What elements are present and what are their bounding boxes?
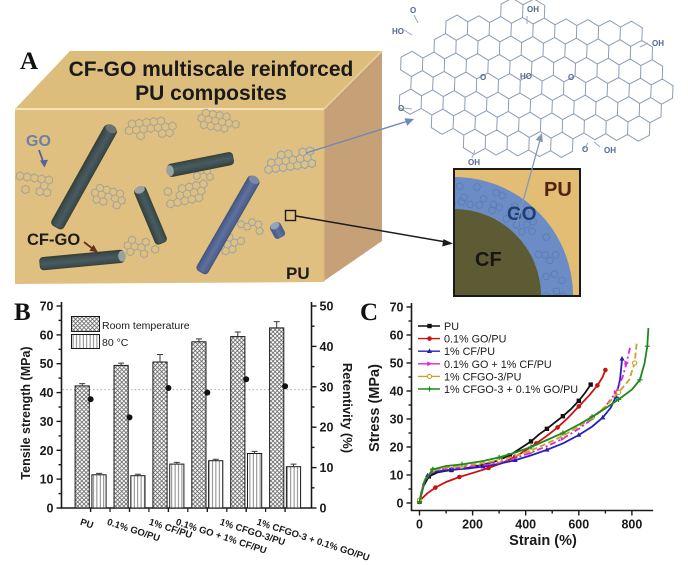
svg-text:0.1% GO + 1% CF/PU: 0.1% GO + 1% CF/PU	[444, 359, 552, 371]
svg-text:20: 20	[390, 441, 404, 455]
svg-text:60: 60	[40, 328, 54, 342]
svg-text:HO: HO	[520, 72, 532, 81]
svg-text:CF-GO multiscale reinforced: CF-GO multiscale reinforced	[69, 58, 354, 81]
svg-text:PU: PU	[79, 517, 95, 532]
svg-text:0.1% GO/PU: 0.1% GO/PU	[444, 334, 506, 346]
svg-text:20: 20	[320, 421, 334, 435]
svg-text:A: A	[20, 48, 38, 75]
svg-text:50: 50	[320, 300, 334, 314]
svg-text:1% CFGO-3 + 0.1% GO/PU: 1% CFGO-3 + 0.1% GO/PU	[444, 384, 578, 396]
svg-text:1% CF/PU: 1% CF/PU	[444, 346, 495, 358]
svg-text:OH: OH	[604, 146, 616, 155]
svg-text:50: 50	[390, 357, 404, 371]
svg-text:Stress (MPa): Stress (MPa)	[367, 364, 383, 452]
svg-text:30: 30	[390, 413, 404, 427]
svg-text:40: 40	[40, 386, 54, 400]
svg-text:800: 800	[621, 518, 642, 532]
svg-text:Room temperature: Room temperature	[102, 320, 190, 332]
svg-text:70: 70	[390, 301, 404, 315]
svg-text:O: O	[568, 73, 574, 82]
svg-text:GO: GO	[26, 133, 51, 150]
svg-text:400: 400	[515, 518, 536, 532]
svg-text:PU composites: PU composites	[135, 82, 287, 105]
svg-text:10: 10	[40, 473, 54, 487]
svg-text:0: 0	[397, 497, 404, 511]
svg-text:40: 40	[390, 385, 404, 399]
svg-text:O: O	[582, 145, 588, 154]
svg-text:10: 10	[390, 469, 404, 483]
svg-text:60: 60	[390, 329, 404, 343]
svg-text:0: 0	[320, 502, 327, 516]
svg-text:CF-GO: CF-GO	[27, 231, 80, 249]
svg-text:0: 0	[47, 502, 54, 516]
svg-text:1% CFGO-3/PU: 1% CFGO-3/PU	[444, 371, 521, 383]
svg-text:OH: OH	[652, 39, 664, 48]
svg-text:PU: PU	[544, 179, 572, 201]
svg-text:Tensile strength (MPa): Tensile strength (MPa)	[19, 346, 33, 479]
svg-text:30: 30	[320, 380, 334, 394]
svg-text:O: O	[480, 73, 486, 82]
svg-text:OH: OH	[527, 5, 539, 14]
svg-text:PU: PU	[444, 321, 459, 333]
svg-text:OH: OH	[468, 158, 480, 167]
svg-text:Retentivity (%): Retentivity (%)	[340, 363, 355, 453]
svg-text:GO: GO	[507, 204, 537, 225]
svg-text:O: O	[410, 6, 416, 15]
svg-text:Strain (%): Strain (%)	[509, 533, 577, 549]
svg-text:B: B	[14, 299, 31, 326]
svg-text:200: 200	[462, 518, 483, 532]
svg-text:O: O	[398, 104, 404, 113]
svg-text:0: 0	[416, 518, 423, 532]
svg-text:40: 40	[320, 340, 334, 354]
svg-text:600: 600	[568, 518, 589, 532]
svg-text:70: 70	[40, 300, 54, 314]
svg-text:80 °C: 80 °C	[102, 337, 129, 349]
svg-text:50: 50	[40, 357, 54, 371]
svg-text:20: 20	[40, 444, 54, 458]
svg-text:C: C	[360, 299, 378, 326]
svg-text:PU: PU	[286, 264, 310, 283]
svg-text:10: 10	[320, 461, 334, 475]
svg-text:CF: CF	[475, 249, 502, 271]
svg-text:HO: HO	[392, 27, 404, 36]
svg-text:30: 30	[40, 415, 54, 429]
